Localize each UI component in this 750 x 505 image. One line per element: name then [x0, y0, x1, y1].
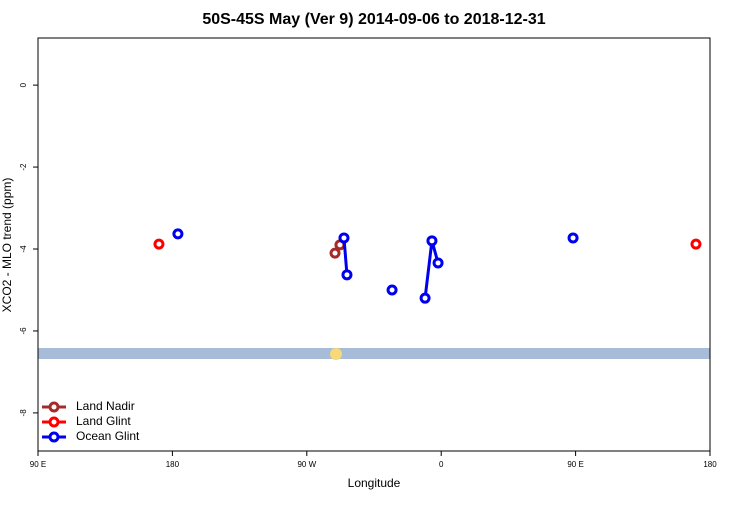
legend-label: Land Nadir — [76, 399, 135, 413]
point — [426, 235, 438, 247]
y-tick-label: -6 — [19, 327, 28, 335]
plot-frame — [37, 37, 711, 452]
x-tick-label: 90 E — [30, 460, 46, 469]
y-tick-label: -2 — [19, 163, 28, 171]
point — [172, 228, 184, 240]
series-line — [344, 238, 573, 298]
y-tick-label: 0 — [19, 82, 28, 87]
point — [338, 232, 350, 244]
map-dot — [330, 348, 342, 360]
point — [341, 269, 353, 281]
point — [386, 284, 398, 296]
point — [690, 238, 702, 250]
point — [329, 247, 341, 259]
legend-marker — [48, 401, 60, 413]
legend-marker — [48, 416, 60, 428]
legend-marker — [48, 431, 60, 443]
point — [432, 257, 444, 269]
x-tick-label: 180 — [703, 460, 717, 469]
x-tick-label: 90 W — [297, 460, 316, 469]
point — [567, 232, 579, 244]
y-tick-label: -4 — [19, 245, 28, 253]
point — [419, 292, 431, 304]
legend-label: Land Glint — [76, 414, 131, 428]
map-band — [38, 348, 710, 359]
y-tick-label: -8 — [19, 409, 28, 417]
x-tick-label: 0 — [439, 460, 444, 469]
y-axis-label: XCO2 - MLO trend (ppm) — [0, 178, 14, 313]
chart-title: 50S-45S May (Ver 9) 2014-09-06 to 2018-1… — [202, 11, 545, 28]
legend-label: Ocean Glint — [76, 429, 140, 443]
point — [153, 238, 165, 250]
x-tick-label: 180 — [166, 460, 180, 469]
x-axis-label: Longitude — [348, 476, 401, 490]
x-tick-label: 90 E — [567, 460, 583, 469]
